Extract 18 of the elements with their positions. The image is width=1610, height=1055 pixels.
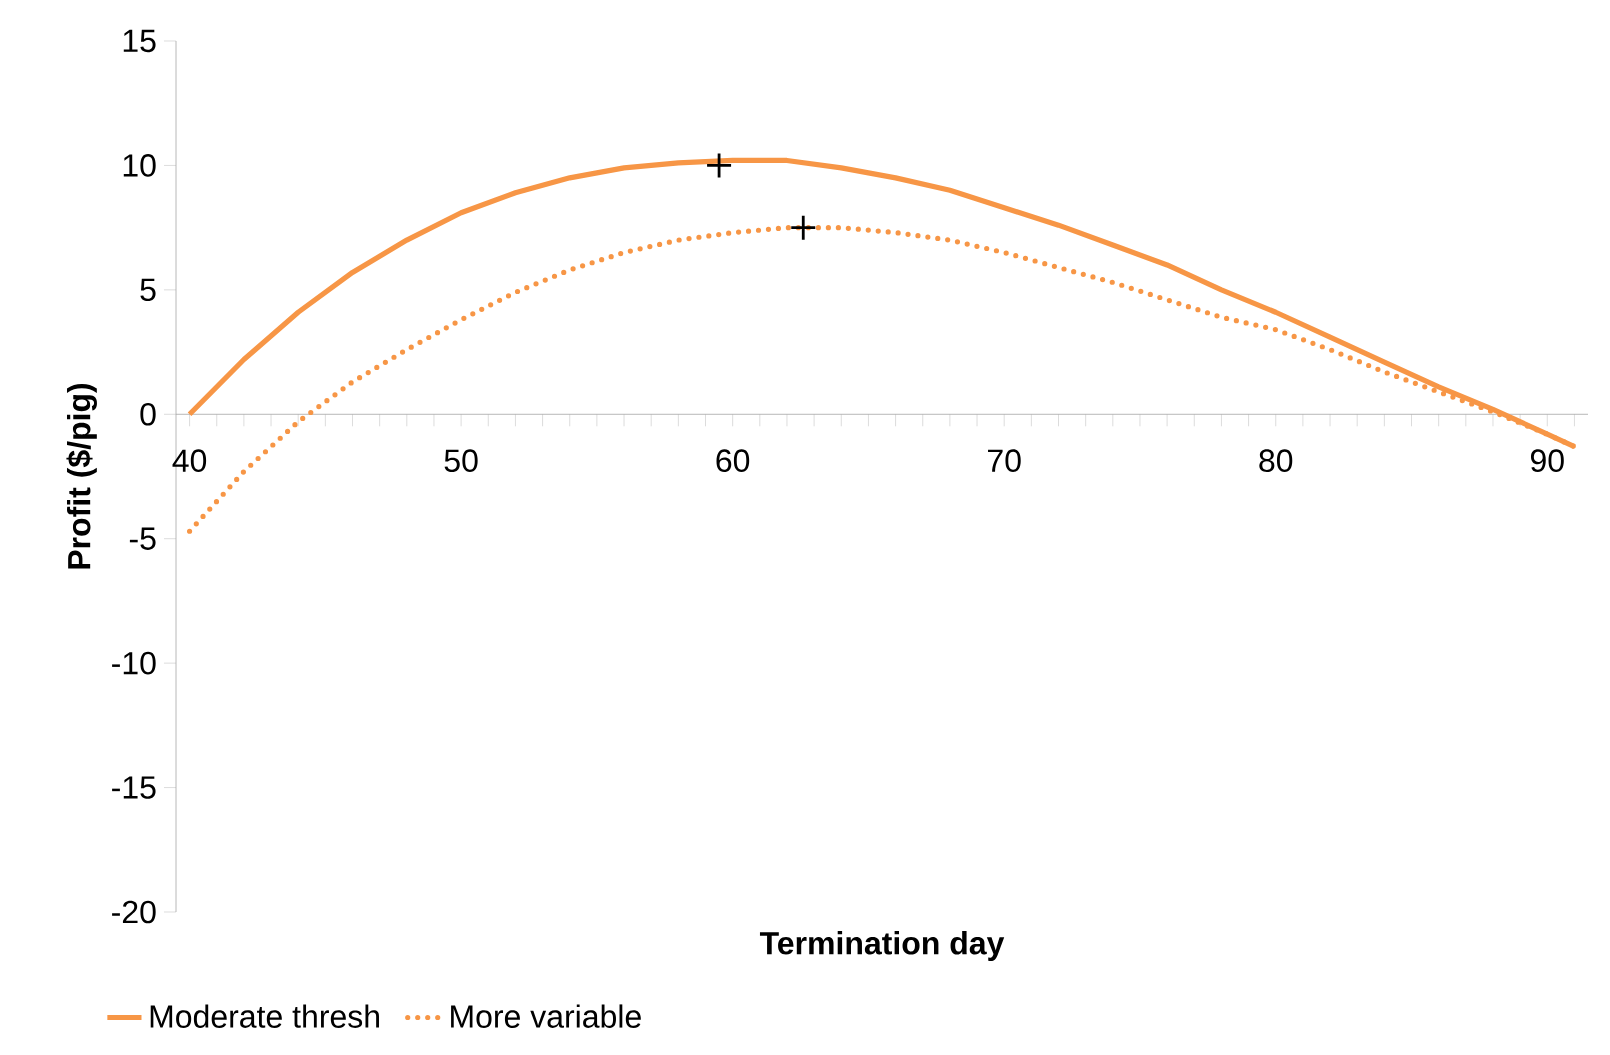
x-tick-label: 60 bbox=[716, 449, 750, 473]
x-tick-label: 80 bbox=[1259, 449, 1293, 473]
y-tick-label: -15 bbox=[112, 776, 156, 799]
x-tick-label: 90 bbox=[1530, 449, 1564, 473]
y-tick-label: -20 bbox=[112, 900, 156, 924]
x-axis-title: Termination day bbox=[759, 931, 1005, 961]
y-tick-label: 10 bbox=[123, 154, 156, 177]
y-tick-label: 0 bbox=[140, 402, 156, 426]
x-tick-label: 50 bbox=[444, 449, 478, 473]
y-tick-label: -10 bbox=[112, 651, 156, 675]
y-tick-label: -5 bbox=[129, 527, 156, 550]
y-tick-label: 5 bbox=[140, 278, 156, 302]
y-axis-title: Profit ($/pig) bbox=[66, 383, 97, 569]
x-tick-label: 70 bbox=[988, 449, 1021, 473]
y-tick-label: 15 bbox=[123, 29, 156, 53]
legend-label: Moderate thresh bbox=[150, 1004, 379, 1028]
x-tick-label: 40 bbox=[172, 449, 207, 473]
legend-label: More variable bbox=[451, 1004, 641, 1028]
